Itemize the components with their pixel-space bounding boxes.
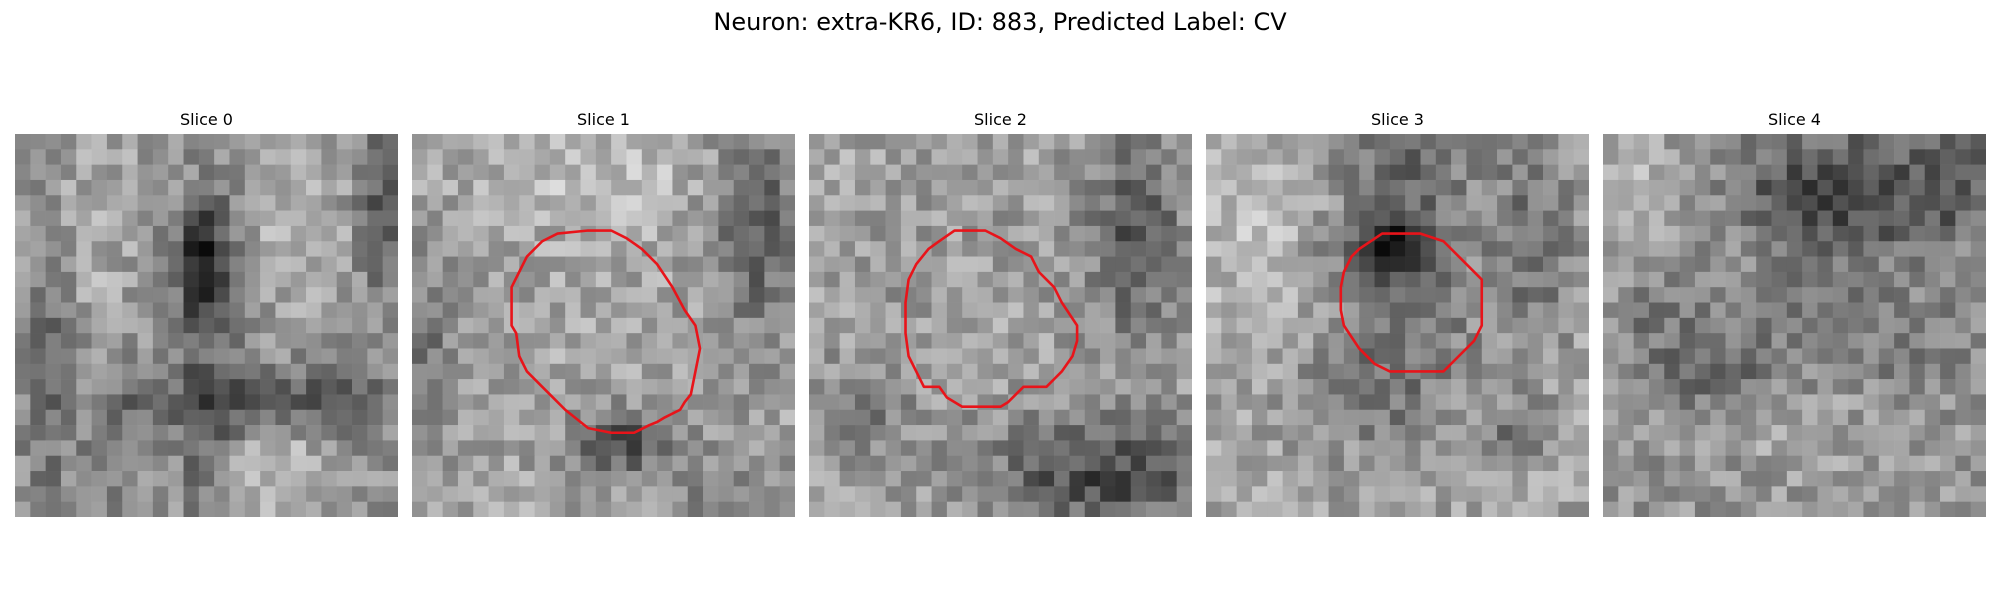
slice-image [412,134,795,517]
slice-title: Slice 2 [974,110,1027,129]
slice-image [1603,134,1986,517]
slice-title: Slice 4 [1768,110,1821,129]
segmentation-contour [904,229,1079,408]
slice-image [1206,134,1589,517]
slice-image [15,134,398,517]
figure-title: Neuron: extra-KR6, ID: 883, Predicted La… [713,8,1287,36]
slice-title: Slice 3 [1371,110,1424,129]
slice-title: Slice 0 [180,110,233,129]
slice-image [809,134,1192,517]
segmentation-contour [1339,232,1484,373]
segmentation-contour [510,229,702,435]
slice-title: Slice 1 [577,110,630,129]
